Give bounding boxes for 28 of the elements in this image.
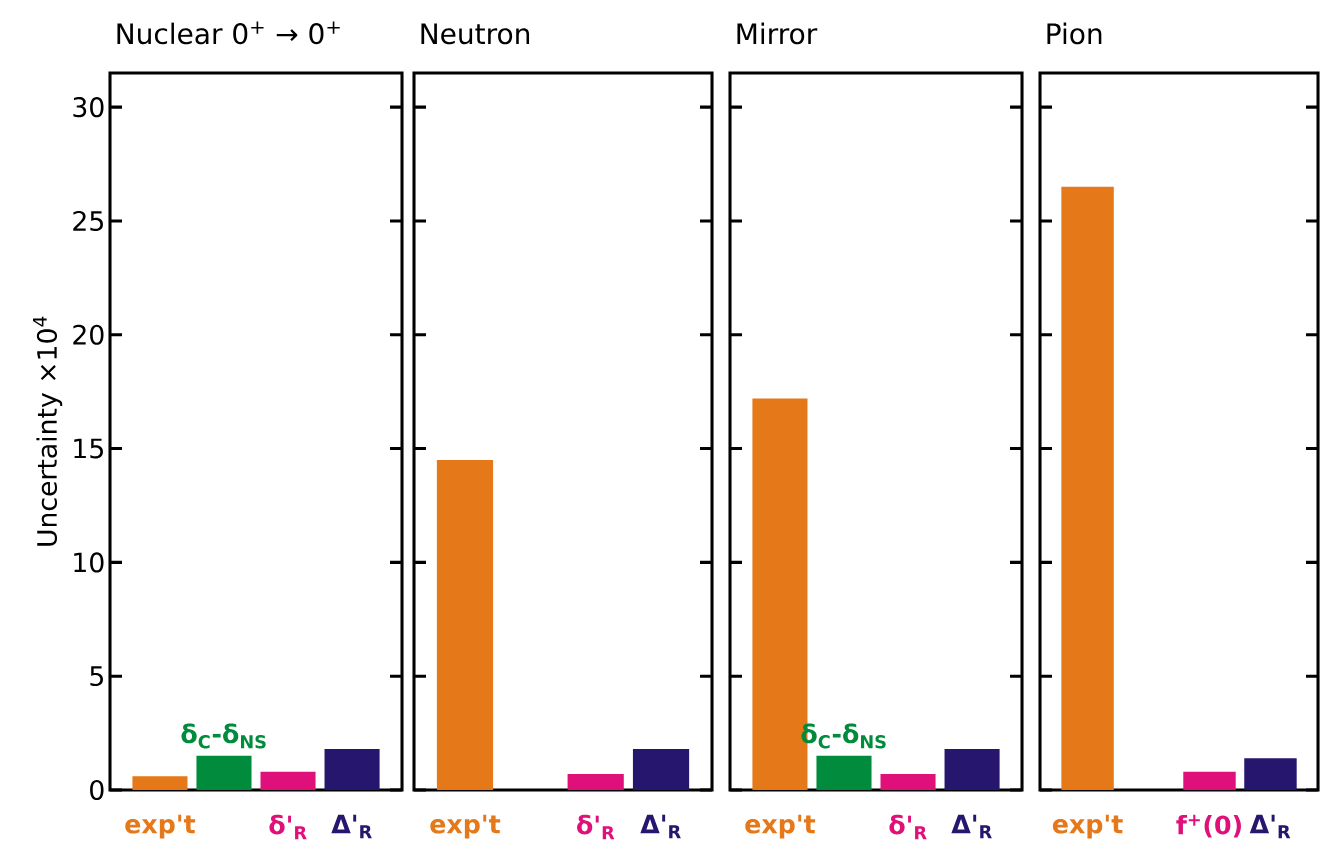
x-tick-label: exp't — [1052, 814, 1123, 839]
x-tick-label: δ'$_{R}$ — [577, 814, 615, 840]
x-tick-label: exp't — [125, 814, 196, 839]
x-tick-label: Δ'$_{R}$ — [331, 814, 372, 839]
bar — [944, 749, 1000, 790]
y-tick-label: 5 — [90, 666, 103, 687]
y-tick-label: 20 — [73, 324, 104, 345]
x-tick-label: δ'$_{R}$ — [889, 814, 927, 840]
y-tick-label: 30 — [73, 97, 104, 118]
chart-title: Nuclear 0$^{+}$ → 0$^{+}$ — [117, 21, 340, 45]
chart-title: Pion — [1047, 22, 1102, 45]
y-axis-title: Uncertainty ×10$^{4}$ — [33, 316, 63, 546]
bar — [816, 755, 872, 790]
x-tick-label: Δ'$_{R}$ — [1249, 814, 1291, 839]
x-tick-label: f$^{+}$(0) — [1176, 814, 1241, 838]
bar — [880, 774, 936, 790]
annotation: δ$_{C}$-δ$_{NS}$ — [181, 723, 266, 749]
x-tick-label: δ'$_{R}$ — [269, 814, 307, 840]
x-tick-label: exp't — [430, 814, 501, 839]
y-tick-label: 15 — [74, 438, 103, 459]
y-tick-label: 0 — [90, 779, 104, 801]
x-tick-label: Δ'$_{R}$ — [640, 814, 681, 839]
y-tick-label: 10 — [74, 552, 104, 573]
chart-title: Mirror — [737, 22, 818, 45]
x-tick-label: exp't — [745, 814, 816, 839]
chart-title: Neutron — [421, 23, 530, 45]
x-tick-label: Δ'$_{R}$ — [951, 814, 992, 839]
y-tick-label: 25 — [73, 210, 103, 232]
